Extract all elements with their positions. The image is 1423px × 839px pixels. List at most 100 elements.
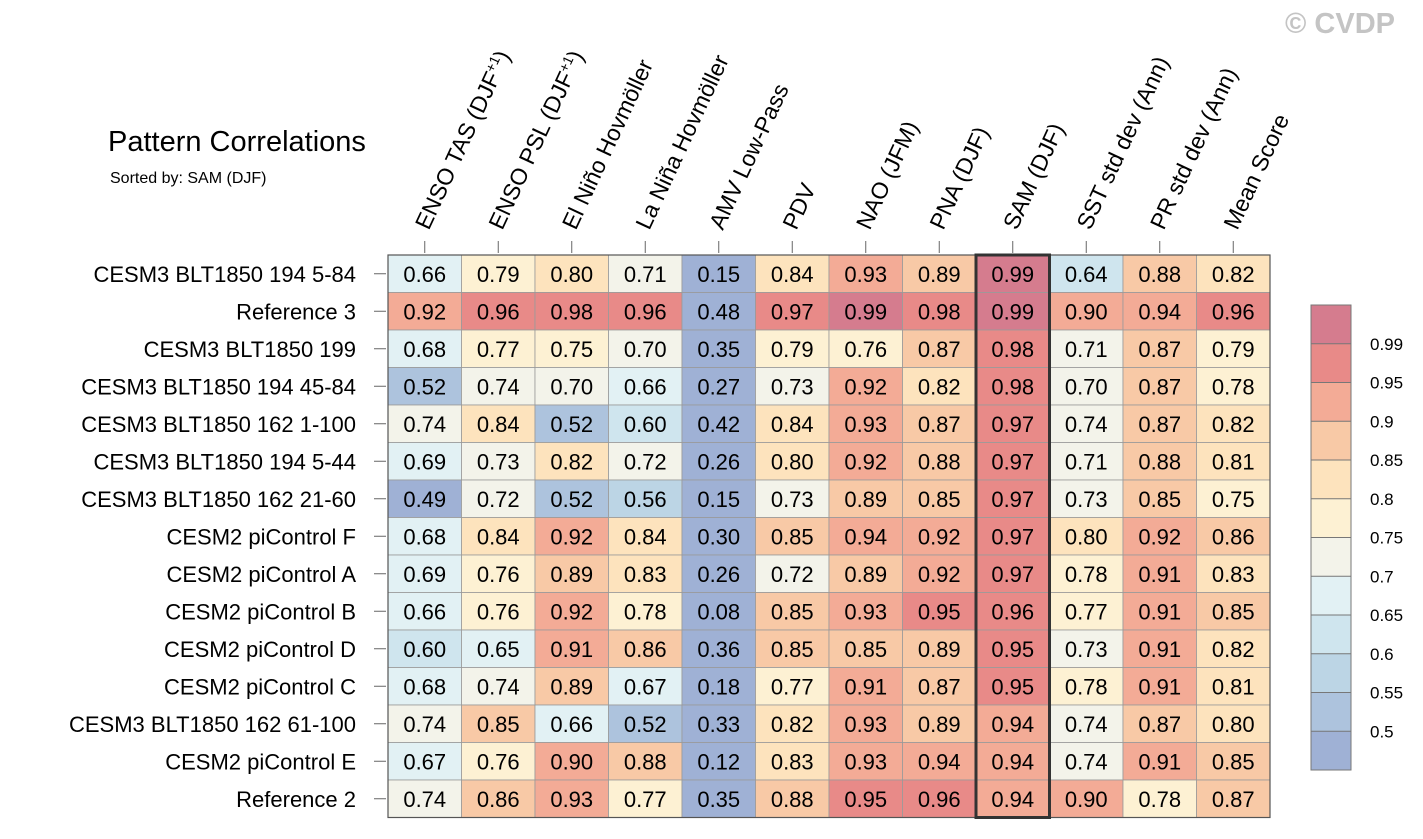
cell-value: 0.60 (403, 637, 446, 662)
cell-value: 0.97 (991, 487, 1034, 512)
cell-value: 0.93 (844, 712, 887, 737)
grid-border (387, 254, 1271, 819)
cell-value: 0.66 (550, 712, 593, 737)
heatmap-cell (755, 592, 830, 631)
heatmap-cell (387, 779, 462, 818)
heatmap-cell (975, 292, 1050, 331)
heatmap-cell (534, 554, 609, 593)
cell-value: 0.95 (991, 674, 1034, 699)
cell-value: 0.90 (1065, 299, 1108, 324)
heatmap-cell (1049, 329, 1124, 368)
cell-value: 0.73 (771, 374, 814, 399)
heatmap-cell (1122, 479, 1197, 518)
heatmap-cell (608, 404, 683, 443)
cell-value: 0.92 (918, 524, 961, 549)
colorbar-label: 0.75 (1370, 529, 1403, 548)
cell-value: 0.97 (991, 562, 1034, 587)
cell-value: 0.49 (403, 487, 446, 512)
cell-value: 0.83 (1212, 562, 1255, 587)
cell-value: 0.33 (697, 712, 740, 737)
heatmap-cell (828, 629, 903, 668)
colorbar-swatch (1311, 692, 1351, 732)
heatmap-cell (608, 742, 683, 781)
colorbar-label: 0.8 (1370, 490, 1394, 509)
heatmap-cell (975, 517, 1050, 556)
cell-value: 0.87 (1138, 337, 1181, 362)
row-label: CESM3 BLT1850 162 21-60 (81, 487, 356, 512)
heatmap-cell (608, 554, 683, 593)
heatmap-cell (902, 629, 977, 668)
heatmap-cell (534, 704, 609, 743)
cell-value: 0.98 (550, 299, 593, 324)
cell-value: 0.52 (624, 712, 667, 737)
heatmap-cell (902, 592, 977, 631)
cell-value: 0.88 (918, 449, 961, 474)
heatmap-cell (755, 442, 830, 481)
heatmap-cell (387, 367, 462, 406)
heatmap-cell (461, 592, 536, 631)
cell-value: 0.82 (771, 712, 814, 737)
heatmap-cell (755, 742, 830, 781)
colorbar-swatch (1311, 576, 1351, 615)
cell-value: 0.91 (1138, 637, 1181, 662)
row-label: CESM3 BLT1850 194 5-84 (93, 262, 356, 287)
cell-value: 0.76 (477, 562, 520, 587)
cell-value: 0.91 (1138, 674, 1181, 699)
cell-value: 0.74 (477, 374, 520, 399)
cell-value: 0.52 (550, 487, 593, 512)
heatmap-cell (534, 367, 609, 406)
cell-value: 0.77 (477, 337, 520, 362)
heatmap-cell (755, 404, 830, 443)
heatmap-cell (828, 742, 903, 781)
heatmap-cell (828, 704, 903, 743)
cell-value: 0.89 (918, 637, 961, 662)
heatmap-cell (608, 517, 683, 556)
cell-value: 0.93 (550, 787, 593, 812)
heatmap-cell (681, 517, 756, 556)
cell-value: 0.74 (403, 787, 446, 812)
highlight-column-box (974, 253, 1051, 819)
heatmap-cell (534, 742, 609, 781)
cell-value: 0.08 (697, 599, 740, 624)
heatmap-cell (828, 442, 903, 481)
cell-value: 0.76 (477, 599, 520, 624)
colorbar-swatch (1311, 653, 1351, 693)
watermark: © CVDP (1285, 8, 1395, 40)
cell-value: 0.85 (1212, 599, 1255, 624)
cell-value: 0.74 (1065, 712, 1108, 737)
row-label: CESM3 BLT1850 162 61-100 (69, 712, 356, 737)
heatmap-cell (1049, 742, 1124, 781)
cell-value: 0.88 (624, 749, 667, 774)
heatmap-cell (755, 667, 830, 706)
cell-value: 0.87 (918, 337, 961, 362)
cell-value: 0.30 (697, 524, 740, 549)
cell-value: 0.99 (991, 262, 1034, 287)
heatmap-cell (1122, 742, 1197, 781)
row-label: CESM3 BLT1850 194 5-44 (93, 449, 356, 474)
cell-value: 0.91 (550, 637, 593, 662)
cell-value: 0.96 (991, 599, 1034, 624)
cell-value: 0.92 (918, 562, 961, 587)
cell-value: 0.94 (1138, 299, 1181, 324)
heatmap-cell (461, 254, 536, 293)
cell-value: 0.91 (1138, 749, 1181, 774)
heatmap-cell (1122, 292, 1197, 331)
cell-value: 0.85 (771, 524, 814, 549)
cell-value: 0.64 (1065, 262, 1108, 287)
heatmap-cell (387, 554, 462, 593)
cell-value: 0.89 (844, 487, 887, 512)
cell-value: 0.81 (1212, 449, 1255, 474)
row-label: CESM2 piControl A (166, 562, 356, 587)
heatmap-cell (755, 704, 830, 743)
cell-value: 0.73 (477, 449, 520, 474)
heatmap-cell (1196, 479, 1271, 518)
cell-value: 0.66 (403, 599, 446, 624)
cell-value: 0.78 (1212, 374, 1255, 399)
cell-value: 0.92 (844, 374, 887, 399)
heatmap-cell (461, 667, 536, 706)
heatmap-cell (755, 329, 830, 368)
cell-value: 0.71 (1065, 449, 1108, 474)
heatmap-cell (681, 292, 756, 331)
heatmap-cell (828, 592, 903, 631)
heatmap-cell (1049, 592, 1124, 631)
